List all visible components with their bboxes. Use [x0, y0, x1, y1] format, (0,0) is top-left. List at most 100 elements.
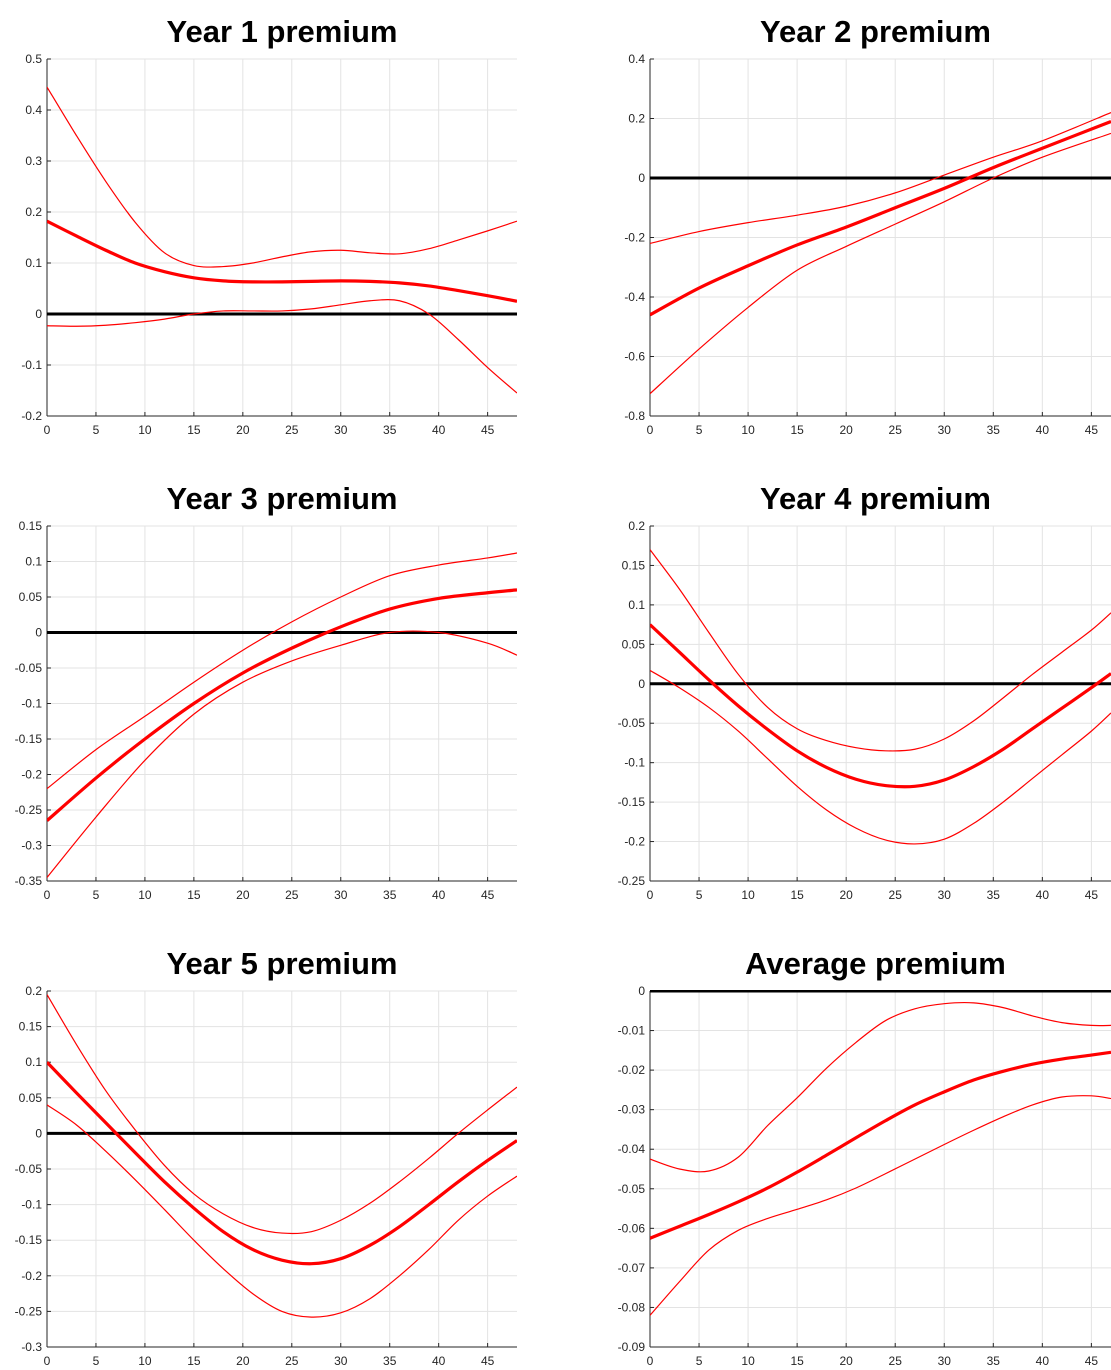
chart-title: Year 5 premium [167, 946, 398, 981]
y-tick-label: -0.04 [618, 1142, 646, 1156]
y-tick-label: 0 [638, 984, 645, 998]
y-tick-label: 0 [35, 307, 42, 321]
x-tick-label: 30 [334, 1354, 348, 1368]
y-tick-label: -0.05 [618, 716, 646, 730]
upper-band-line [650, 549, 1111, 752]
y-tick-label: -0.08 [618, 1300, 646, 1314]
chart-title: Year 1 premium [167, 14, 398, 49]
chart-title: Year 4 premium [760, 481, 991, 516]
y-tick-label: -0.8 [624, 409, 645, 423]
y-tick-label: 0.3 [25, 154, 42, 168]
x-tick-label: 5 [93, 1354, 100, 1368]
lower-band-line [650, 132, 1111, 395]
x-tick-label: 0 [44, 888, 51, 902]
estimate-line [47, 588, 517, 822]
x-tick-label: 30 [938, 888, 952, 902]
x-tick-label: 35 [383, 423, 397, 437]
y-tick-label: -0.09 [618, 1340, 646, 1354]
y-tick-label: 0.15 [19, 1020, 43, 1034]
chart-panel-year-1: 0 5 10 15 20 25 30 35 40 45 -0.2 -0.1 0 0.1 0.2 0.3 0.4 0… [21, 14, 517, 437]
x-tick-label: 30 [334, 423, 348, 437]
x-tick-label: 30 [938, 423, 952, 437]
x-tick-label: 0 [647, 888, 654, 902]
x-tick-label: 10 [138, 423, 152, 437]
y-tick-label: -0.25 [15, 803, 43, 817]
y-tick-label: 0.1 [25, 256, 42, 270]
y-tick-label: 0.15 [19, 519, 43, 533]
upper-band-line [47, 552, 517, 790]
lower-band-line [650, 1095, 1111, 1316]
x-tick-label: 15 [187, 1354, 201, 1368]
x-tick-label: 15 [187, 888, 201, 902]
lower-band-line [47, 1104, 517, 1318]
y-tick-label: 0.4 [25, 103, 42, 117]
y-tick-label: -0.25 [618, 874, 646, 888]
upper-band-line [650, 1001, 1111, 1173]
x-tick-label: 45 [1085, 888, 1099, 902]
x-tick-label: 20 [839, 1354, 853, 1368]
y-tick-label: -0.15 [618, 795, 646, 809]
y-tick-label: 0 [35, 626, 42, 640]
y-tick-label: 0.05 [19, 1091, 43, 1105]
chart-panel-year-5: 0 5 10 15 20 25 30 35 40 45 -0.3 -0.25 -0.2 -0.15 -0.1… [15, 946, 517, 1368]
plot-area [650, 111, 1111, 395]
x-tick-label: 5 [696, 888, 703, 902]
y-tick-label: 0.2 [628, 112, 645, 126]
y-tick-label: -0.4 [624, 290, 645, 304]
x-tick-label: 15 [790, 423, 804, 437]
y-tick-label: 0.1 [25, 1055, 42, 1069]
plot-area [650, 990, 1111, 1316]
x-tick-label: 0 [44, 423, 51, 437]
x-tick-label: 15 [790, 1354, 804, 1368]
x-tick-label: 25 [889, 1354, 903, 1368]
x-tick-label: 15 [790, 888, 804, 902]
y-tick-label: -0.03 [618, 1103, 646, 1117]
y-tick-label: -0.02 [618, 1063, 646, 1077]
grid [47, 525, 517, 881]
lower-band-line [47, 630, 517, 878]
x-tick-label: 5 [93, 888, 100, 902]
x-tick-label: 35 [383, 1354, 397, 1368]
y-tick-label: -0.3 [21, 839, 42, 853]
x-tick-label: 10 [741, 1354, 755, 1368]
y-tick-label: 0.5 [25, 52, 42, 66]
upper-band-line [47, 86, 517, 268]
grid [650, 525, 1111, 881]
chart-panel-year-2: 0 5 10 15 20 25 30 35 40 45 -0.8 -0.6 -0.4 -0.2 0 0.2 0.… [624, 14, 1111, 437]
x-tick-label: 35 [987, 423, 1001, 437]
x-tick-label: 45 [481, 423, 495, 437]
x-tick-label: 0 [44, 1354, 51, 1368]
lower-band-line [650, 669, 1111, 845]
x-tick-label: 40 [1036, 1354, 1050, 1368]
estimate-line [650, 623, 1111, 789]
x-tick-label: 35 [987, 1354, 1001, 1368]
x-tick-label: 20 [839, 888, 853, 902]
y-tick-label: 0.1 [25, 555, 42, 569]
y-tick-label: -0.35 [15, 874, 43, 888]
grid [47, 990, 517, 1347]
x-tick-label: 0 [647, 1354, 654, 1368]
estimate-line [47, 219, 517, 303]
chart-title: Average premium [745, 946, 1006, 981]
y-tick-label: -0.3 [21, 1340, 42, 1354]
y-tick-label: -0.2 [21, 768, 42, 782]
x-tick-label: 15 [187, 423, 201, 437]
y-tick-label: -0.15 [15, 732, 43, 746]
y-tick-label: -0.6 [624, 350, 645, 364]
upper-band-line [650, 111, 1111, 245]
chart-title: Year 2 premium [760, 14, 991, 49]
estimate-line [650, 1050, 1111, 1240]
y-tick-label: 0 [35, 1126, 42, 1140]
x-tick-label: 40 [1036, 423, 1050, 437]
x-tick-label: 30 [938, 1354, 952, 1368]
x-tick-label: 5 [93, 423, 100, 437]
y-tick-label: -0.05 [15, 1162, 43, 1176]
x-tick-label: 10 [741, 423, 755, 437]
x-tick-label: 45 [481, 888, 495, 902]
x-tick-label: 25 [889, 423, 903, 437]
x-tick-label: 10 [138, 888, 152, 902]
chart-panel-year-4: 0 5 10 15 20 25 30 35 40 45 -0.25 -0.2 -0.15 -0.1 -0.0… [618, 481, 1111, 902]
y-tick-label: 0.4 [628, 52, 645, 66]
x-tick-label: 20 [236, 423, 250, 437]
